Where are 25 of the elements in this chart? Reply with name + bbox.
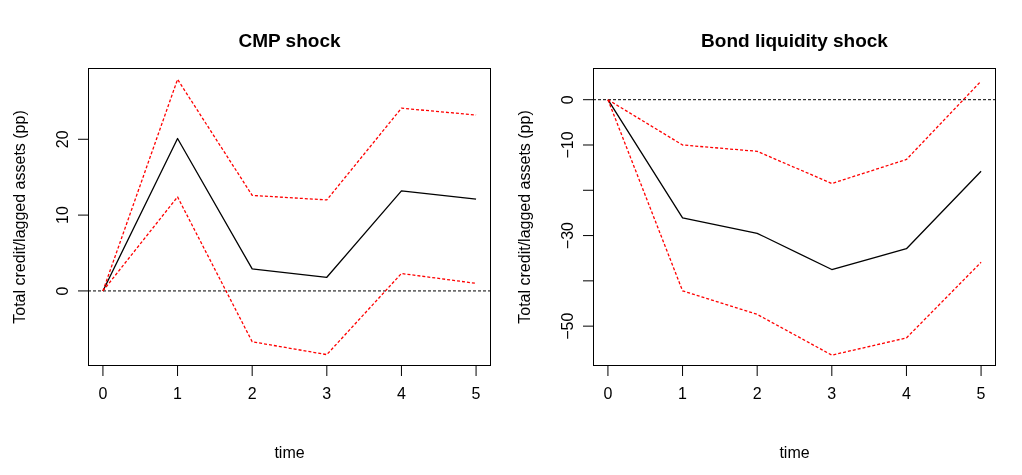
chart-title: CMP shock — [237, 30, 342, 52]
y-tick-label: 0 — [54, 286, 71, 296]
x-tick-label: 5 — [976, 385, 986, 403]
x-tick-label: 2 — [247, 385, 257, 403]
x-axis-title: time — [779, 444, 810, 461]
y-axis-title: Total credit/lagged assets (pp) — [10, 110, 28, 324]
y-tick-label: 20 — [54, 130, 71, 149]
y-tick-label: 10 — [54, 206, 71, 224]
chart-title: Bond liquidity shock — [700, 30, 889, 52]
x-tick-label: 2 — [752, 385, 762, 403]
y-tick-label: −30 — [559, 221, 576, 250]
x-tick-label: 1 — [678, 385, 688, 403]
x-tick-label: 0 — [98, 385, 108, 403]
x-tick-label: 4 — [901, 385, 911, 403]
y-axis-title: Total credit/lagged assets (pp) — [515, 110, 533, 324]
y-tick-label: −10 — [559, 131, 576, 159]
y-tick-label: −50 — [559, 312, 576, 340]
x-tick-label: 3 — [827, 385, 837, 403]
x-tick-label: 0 — [603, 385, 613, 403]
x-tick-label: 3 — [322, 385, 332, 403]
x-axis-title: time — [274, 444, 305, 461]
x-tick-label: 5 — [471, 385, 481, 403]
x-tick-label: 4 — [396, 385, 406, 403]
y-tick-label: 0 — [559, 95, 576, 105]
x-tick-label: 1 — [173, 385, 183, 403]
